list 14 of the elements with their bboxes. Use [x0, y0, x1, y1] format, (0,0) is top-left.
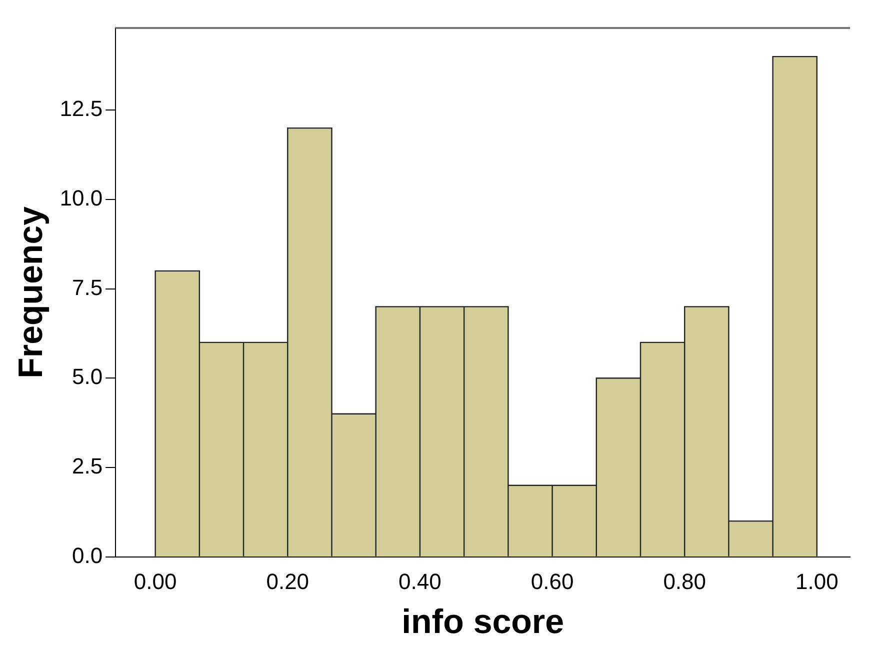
- x-tick-label: 0.00: [134, 569, 177, 594]
- y-tick-label: 0.0: [72, 542, 103, 568]
- y-tick-label: 2.5: [72, 454, 103, 479]
- y-tick-label: 12.5: [60, 96, 103, 122]
- x-tick-label: 0.20: [266, 569, 310, 594]
- y-tick-label: 5.0: [72, 364, 103, 390]
- x-tick-label: 0.60: [530, 569, 574, 594]
- x-tick-label: 1.00: [796, 569, 838, 594]
- x-tick-label: 0.40: [398, 569, 442, 594]
- x-tick-label: 0.80: [663, 569, 706, 594]
- y-axis-title: Frequency: [12, 206, 50, 378]
- x-axis-title: info score: [402, 602, 564, 641]
- y-tick-label: 10.0: [60, 186, 103, 211]
- y-tick-label: 7.5: [72, 274, 103, 300]
